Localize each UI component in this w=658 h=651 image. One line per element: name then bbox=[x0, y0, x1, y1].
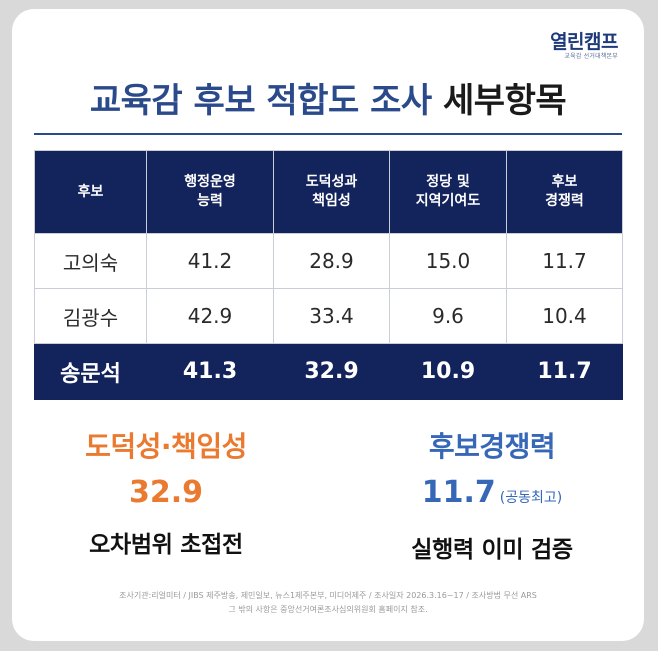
cell-score: 10.4 bbox=[506, 288, 623, 344]
cell-score: 11.7 bbox=[506, 343, 623, 400]
infographic-card: 열린캠프 교육감 선거대책본부 교육감 후보 적합도 조사 세부항목 후보 행정… bbox=[12, 9, 644, 641]
table-row: 고의숙 41.2 28.9 15.0 11.7 bbox=[34, 233, 623, 289]
callout-note: (공동최고) bbox=[499, 490, 563, 506]
header-admin: 행정운영 능력 bbox=[146, 150, 274, 234]
cell-score: 11.7 bbox=[506, 233, 623, 289]
survey-footnote: 조사기관:리얼미터 / JIBS 제주방송, 제민일보, 뉴스1제주본부, 미디… bbox=[22, 589, 634, 617]
callout-value: 32.9 bbox=[128, 475, 204, 510]
callout-caption: 오차범위 초접전 bbox=[89, 532, 243, 558]
cell-score: 10.9 bbox=[389, 343, 507, 400]
cell-candidate-name: 김광수 bbox=[34, 288, 147, 344]
header-line: 도덕성과 bbox=[305, 174, 358, 190]
header-line: 능력 bbox=[197, 193, 223, 209]
table-header-row: 후보 행정운영 능력 도덕성과 책임성 정당 및 지역기여도 후보 경쟁력 bbox=[34, 150, 623, 234]
cell-score: 28.9 bbox=[273, 233, 390, 289]
results-table: 후보 행정운영 능력 도덕성과 책임성 정당 및 지역기여도 후보 경쟁력 bbox=[34, 150, 623, 400]
campaign-logo: 열린캠프 교육감 선거대책본부 bbox=[522, 31, 618, 65]
table-row: 김광수 42.9 33.4 9.6 10.4 bbox=[34, 288, 623, 344]
cell-candidate-name: 고의숙 bbox=[34, 233, 147, 289]
header-line: 후보 bbox=[77, 183, 104, 200]
cell-score: 42.9 bbox=[146, 288, 274, 344]
callout-value-row: 32.9 bbox=[16, 473, 316, 513]
header-line: 정당 및 bbox=[426, 174, 470, 190]
header-line: 행정운영 bbox=[184, 174, 236, 190]
callout-heading: 도덕성·책임성 bbox=[85, 430, 247, 463]
callout-heading: 후보경쟁력 bbox=[428, 430, 556, 463]
cell-candidate-name: 송문석 bbox=[34, 343, 147, 400]
header-competitiveness: 후보 경쟁력 bbox=[506, 150, 623, 234]
header-party: 정당 및 지역기여도 bbox=[389, 150, 507, 234]
cell-score: 33.4 bbox=[273, 288, 390, 344]
callout-caption: 실행력 이미 검증 bbox=[411, 537, 573, 563]
callout-morality: 도덕성·책임성 32.9 오차범위 초접전 bbox=[16, 429, 316, 561]
title-divider bbox=[34, 133, 622, 135]
title-accent: 세부항목 bbox=[443, 81, 567, 121]
table-row-highlighted: 송문석 41.3 32.9 10.9 11.7 bbox=[34, 343, 623, 400]
footnote-line: 조사기관:리얼미터 / JIBS 제주방송, 제민일보, 뉴스1제주본부, 미디… bbox=[119, 591, 537, 600]
cell-score: 15.0 bbox=[389, 233, 507, 289]
header-line: 후보 bbox=[551, 174, 578, 190]
callout-value-row: 11.7 (공동최고) bbox=[342, 473, 642, 518]
logo-sub-text: 교육감 선거대책본부 bbox=[564, 53, 618, 60]
footnote-line: 그 밖의 사항은 중앙선거여론조사심의위원회 홈페이지 참조. bbox=[228, 605, 428, 614]
page-title: 교육감 후보 적합도 조사 세부항목 bbox=[12, 79, 644, 123]
header-line: 책임성 bbox=[312, 193, 351, 209]
title-main: 교육감 후보 적합도 조사 bbox=[89, 81, 432, 121]
cell-score: 9.6 bbox=[389, 288, 507, 344]
callout-competitiveness: 후보경쟁력 11.7 (공동최고) 실행력 이미 검증 bbox=[342, 429, 642, 566]
logo-main-text: 열린캠프 bbox=[550, 31, 618, 53]
cell-score: 32.9 bbox=[273, 343, 390, 400]
header-morality: 도덕성과 책임성 bbox=[273, 150, 390, 234]
cell-score: 41.3 bbox=[146, 343, 274, 400]
callout-value: 11.7 bbox=[421, 475, 496, 510]
header-line: 경쟁력 bbox=[545, 193, 584, 209]
header-candidate: 후보 bbox=[34, 150, 147, 234]
cell-score: 41.2 bbox=[146, 233, 274, 289]
header-line: 지역기여도 bbox=[415, 193, 481, 209]
